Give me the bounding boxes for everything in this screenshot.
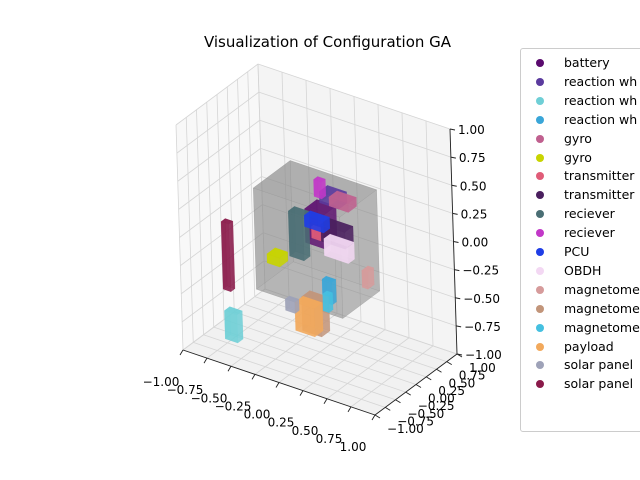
legend-item: solar panel (521, 356, 640, 374)
legend-marker (536, 96, 544, 105)
z-tick-label: 0.00 (462, 236, 489, 250)
z-tick-label: 1.00 (458, 123, 485, 137)
legend-label: reciever (564, 225, 615, 241)
legend-marker (536, 115, 544, 124)
legend-item: magnetome (521, 281, 640, 299)
legend-marker (536, 153, 544, 162)
legend-label: gyro (564, 130, 592, 146)
legend: battery reaction wh reaction wh reaction wh… (520, 48, 640, 432)
legend-item: gyro (521, 149, 640, 167)
z-tick-label: −0.25 (462, 264, 499, 278)
y-tick-label: −0.50 (408, 407, 445, 421)
legend-label: battery (564, 55, 610, 70)
legend-label: reaction wh (564, 73, 638, 89)
gyro-1-box (328, 190, 358, 213)
legend-label: PCU (564, 244, 590, 259)
legend-marker (536, 266, 544, 275)
legend-marker (536, 134, 544, 143)
legend-item: payload (521, 338, 640, 356)
legend-label: gyro (564, 149, 592, 165)
y-tick-label: −0.25 (418, 399, 455, 413)
legend-label: transmitter (564, 187, 635, 203)
payload-box (294, 295, 324, 338)
legend-item: reaction wh (521, 73, 640, 91)
legend-marker (536, 191, 544, 200)
legend-item: reciever (521, 205, 640, 223)
solar-panel-2-box (220, 218, 236, 293)
legend-item: transmitter (521, 186, 640, 204)
magnetometer-3-box (322, 290, 334, 314)
y-tick-label: 0.50 (449, 376, 476, 390)
legend-marker (536, 323, 544, 332)
legend-item: magnetome (521, 319, 640, 337)
legend-marker (536, 59, 544, 67)
legend-marker (536, 361, 544, 370)
legend-item: gyro (521, 130, 640, 148)
z-tick-label: −1.00 (465, 348, 502, 362)
z-tick-label: 0.25 (461, 207, 488, 221)
legend-marker (536, 380, 544, 389)
y-tick-label: 1.00 (469, 361, 496, 375)
magnetometer-1-box (361, 265, 375, 290)
x-tick-label: −0.75 (167, 383, 204, 397)
legend-label: solar panel (564, 357, 634, 373)
legend-marker (536, 210, 544, 219)
legend-label: reaction wh (564, 111, 638, 127)
y-tick-label: 0.75 (459, 369, 486, 383)
x-tick-label: 1.00 (340, 440, 367, 454)
legend-marker (536, 285, 544, 294)
legend-label: magnetome (564, 319, 640, 335)
tick-marks (179, 128, 463, 421)
z-tick-label: 0.75 (459, 151, 486, 165)
legend-marker (536, 248, 544, 256)
legend-marker (536, 229, 544, 238)
legend-marker (536, 304, 544, 313)
reaction-wheel-2-box (223, 306, 244, 344)
z-tick-label: −0.75 (464, 320, 501, 334)
legend-label: magnetome (564, 281, 640, 297)
legend-marker (536, 172, 544, 181)
grid-lines (175, 63, 458, 416)
solar-panel-1-box (284, 295, 300, 314)
legend-label: payload (564, 338, 614, 354)
x-tick-label: 0.00 (244, 408, 271, 422)
legend-item: magnetome (521, 300, 640, 318)
legend-marker (536, 342, 544, 351)
chart-title: Visualization of Configuration GA (203, 33, 452, 51)
legend-label: reaction wh (564, 92, 638, 108)
obdh-box (323, 233, 356, 265)
y-tick-label: 0.25 (438, 384, 465, 398)
x-tick-label: 0.50 (292, 424, 319, 438)
z-tick-label: 0.50 (460, 179, 487, 193)
legend-label: OBDH (564, 262, 602, 278)
receiver-2-box (312, 175, 327, 200)
legend-item: battery (521, 54, 640, 72)
legend-item: PCU (521, 243, 640, 261)
legend-item: solar panel (521, 375, 640, 393)
tick-labels: −1.00−1.00−1.00−0.75−0.75−0.75−0.50−0.50… (143, 123, 502, 454)
legend-item: reciever (521, 224, 640, 242)
legend-label: magnetome (564, 300, 640, 316)
legend-item: transmitter (521, 167, 640, 185)
legend-item: reaction wh (521, 92, 640, 110)
x-tick-label: 0.25 (268, 416, 295, 430)
pcu-box (303, 210, 331, 234)
legend-marker (536, 77, 544, 86)
x-tick-label: 0.75 (316, 432, 343, 446)
component-boxes (220, 160, 381, 344)
legend-label: reciever (564, 206, 615, 222)
gyro-2-box (266, 247, 289, 268)
y-tick-label: −0.75 (397, 414, 434, 428)
z-tick-label: −0.50 (463, 292, 500, 306)
legend-label: solar panel (564, 376, 634, 392)
legend-item: OBDH (521, 262, 640, 280)
legend-label: transmitter (564, 168, 635, 184)
x-tick-label: −0.50 (191, 391, 228, 405)
legend-item: reaction wh (521, 111, 640, 129)
x-tick-label: −0.25 (215, 399, 252, 413)
x-tick-label: −1.00 (143, 375, 180, 389)
y-tick-label: −1.00 (387, 422, 424, 436)
y-tick-label: 0.00 (428, 392, 455, 406)
